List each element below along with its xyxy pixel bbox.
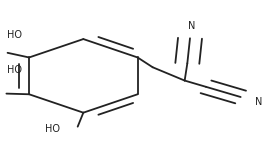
Text: HO: HO [7, 30, 22, 40]
Text: N: N [188, 21, 195, 31]
Text: HO: HO [7, 65, 22, 75]
Text: HO: HO [45, 124, 60, 134]
Text: N: N [255, 97, 263, 107]
